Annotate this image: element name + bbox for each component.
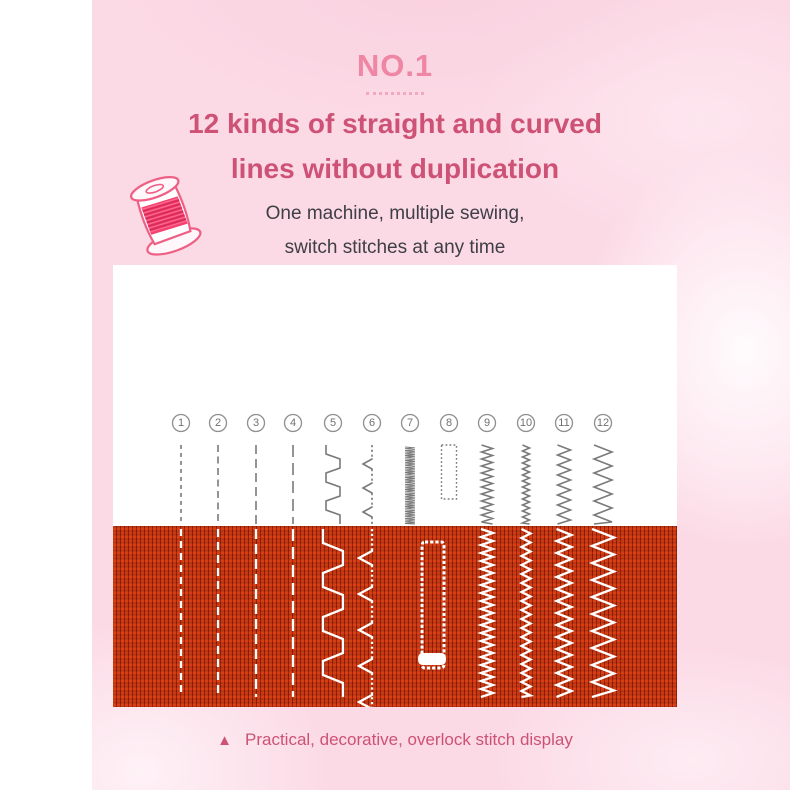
stitch-path [519, 444, 532, 525]
stitch-path [361, 458, 373, 518]
bottom-caption: ▲ Practical, decorative, overlock stitch… [0, 730, 790, 750]
stitch-number-label: 4 [290, 417, 296, 429]
stitch-path [477, 527, 497, 699]
stitch-number-circle [246, 413, 266, 433]
stitch-number-label: 3 [253, 417, 259, 429]
stitch-number-circle [171, 413, 191, 433]
stitch-path [553, 527, 575, 699]
stitch-path [588, 527, 618, 699]
stitch-number-label: 7 [407, 417, 413, 429]
thread-spool-icon [129, 176, 202, 256]
stitch-number-label: 12 [597, 417, 609, 429]
stitch-path [478, 444, 496, 525]
stitch-path [555, 444, 573, 525]
stitch-number-circle [439, 413, 459, 433]
headline-line2: lines without duplication [230, 153, 560, 184]
stitch-number-label: 8 [446, 417, 452, 429]
stitch-path [518, 527, 535, 699]
stitch-number-circle [593, 413, 613, 433]
caption-text: Practical, decorative, overlock stitch d… [245, 730, 573, 749]
stitch-path [356, 549, 374, 707]
stitch-path [420, 540, 446, 670]
stitch-path [440, 444, 458, 500]
ranking-badge: NO.1 [356, 48, 434, 83]
stitch-number-circle [362, 413, 382, 433]
stitch-path [591, 444, 615, 525]
buttonhole-bartack [418, 653, 446, 665]
red-fabric-swatch [113, 526, 677, 707]
stitch-number-circle [208, 413, 228, 433]
stitch-number-label: 6 [369, 417, 375, 429]
stitch-number-circle [283, 413, 303, 433]
stitch-samples: 1 2 3 4 5 6 7 8 9 10 11 12 [171, 413, 618, 707]
stitch-number-circle [323, 413, 343, 433]
stitch-number-circle [400, 413, 420, 433]
triangle-up-icon: ▲ [217, 731, 232, 749]
stitch-path [325, 445, 341, 524]
stitch-number-label: 9 [484, 417, 490, 429]
stitch-number-label: 1 [178, 417, 184, 429]
stitch-number-label: 2 [215, 417, 221, 429]
stitch-number-circle [516, 413, 536, 433]
stitch-number-label: 5 [330, 417, 336, 429]
stitch-display-panel: 1 2 3 4 5 6 7 8 9 10 11 12 [113, 265, 677, 707]
stitch-path [404, 446, 416, 525]
stitch-number-label: 11 [558, 417, 569, 429]
stitch-number-circle [554, 413, 574, 433]
stitch-path [321, 529, 345, 697]
stitch-number-circle [477, 413, 497, 433]
headline-line1: 12 kinds of straight and curved [188, 108, 602, 139]
stitch-number-label: 10 [520, 417, 532, 429]
subtitle-line1: One machine, multiple sewing, [265, 203, 525, 224]
badge-dotted-underline [366, 92, 424, 95]
left-white-strip [0, 0, 92, 790]
subtitle-line2: switch stitches at any time [284, 237, 506, 258]
